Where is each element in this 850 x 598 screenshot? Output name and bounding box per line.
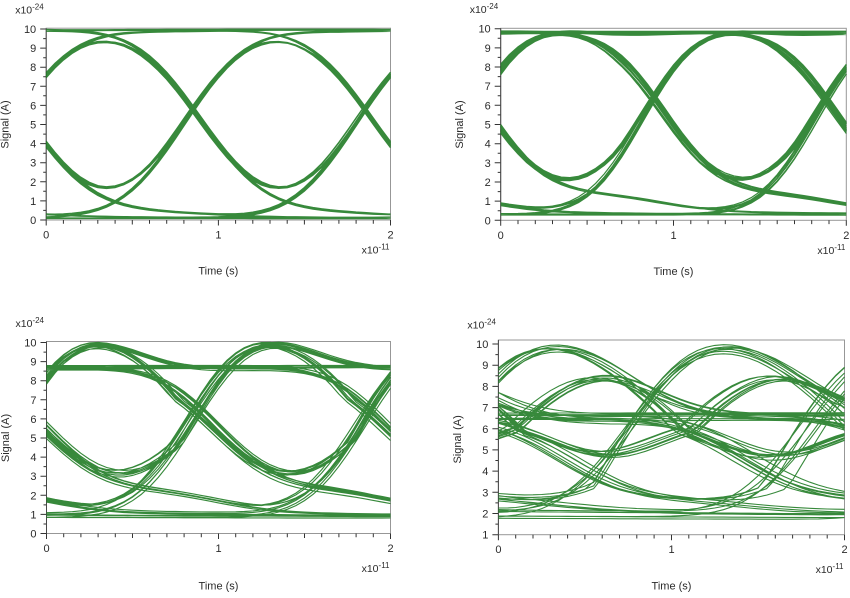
svg-text:1: 1 <box>668 544 674 556</box>
svg-text:1: 1 <box>485 196 491 208</box>
svg-text:0: 0 <box>498 230 504 242</box>
svg-text:1: 1 <box>670 230 676 242</box>
svg-text:2: 2 <box>841 544 847 556</box>
svg-text:2: 2 <box>843 230 849 242</box>
svg-text:x10-24: x10-24 <box>15 3 44 17</box>
svg-text:8: 8 <box>485 62 491 74</box>
svg-text:x10-11: x10-11 <box>816 562 844 576</box>
svg-text:5: 5 <box>485 120 491 132</box>
svg-text:0: 0 <box>485 215 491 227</box>
svg-text:1: 1 <box>215 543 221 555</box>
svg-text:x10-24: x10-24 <box>470 2 499 16</box>
svg-text:9: 9 <box>482 360 488 372</box>
svg-text:5: 5 <box>30 433 36 445</box>
svg-text:3: 3 <box>30 471 36 483</box>
svg-text:0: 0 <box>30 529 36 541</box>
svg-text:2: 2 <box>387 543 393 555</box>
svg-text:x10-24: x10-24 <box>16 316 45 330</box>
svg-text:4: 4 <box>485 139 491 151</box>
svg-text:4: 4 <box>30 452 36 464</box>
svg-text:1: 1 <box>482 530 488 542</box>
svg-text:3: 3 <box>485 158 491 170</box>
svg-text:x10-24: x10-24 <box>467 318 496 332</box>
svg-text:3: 3 <box>482 487 488 499</box>
svg-text:x10-11: x10-11 <box>362 561 390 575</box>
svg-text:10: 10 <box>24 338 36 350</box>
svg-text:6: 6 <box>30 414 36 426</box>
svg-text:0: 0 <box>43 543 49 555</box>
svg-text:0: 0 <box>43 230 49 242</box>
svg-text:7: 7 <box>30 81 36 93</box>
svg-text:5: 5 <box>30 120 36 132</box>
svg-text:8: 8 <box>30 62 36 74</box>
svg-text:2: 2 <box>30 177 36 189</box>
svg-text:x10-11: x10-11 <box>362 243 390 257</box>
svg-text:8: 8 <box>482 381 488 393</box>
svg-text:Time (s): Time (s) <box>652 581 692 593</box>
svg-text:2: 2 <box>485 177 491 189</box>
svg-text:Signal (A): Signal (A) <box>454 100 466 148</box>
svg-text:0: 0 <box>30 215 36 227</box>
svg-text:10: 10 <box>24 24 36 36</box>
svg-text:x10-11: x10-11 <box>817 243 845 257</box>
svg-text:10: 10 <box>476 339 488 351</box>
svg-text:Signal (A): Signal (A) <box>0 414 12 462</box>
svg-text:5: 5 <box>482 445 488 457</box>
svg-text:Time (s): Time (s) <box>198 266 238 278</box>
svg-text:9: 9 <box>30 43 36 55</box>
svg-text:8: 8 <box>30 376 36 388</box>
svg-text:2: 2 <box>30 490 36 502</box>
svg-text:Time (s): Time (s) <box>654 266 694 278</box>
svg-text:2: 2 <box>482 509 488 521</box>
svg-text:9: 9 <box>30 357 36 369</box>
svg-text:10: 10 <box>478 24 490 36</box>
svg-text:9: 9 <box>485 43 491 55</box>
svg-text:2: 2 <box>387 230 393 242</box>
svg-text:4: 4 <box>30 139 36 151</box>
svg-text:0: 0 <box>495 544 501 556</box>
svg-text:6: 6 <box>485 100 491 112</box>
svg-text:1: 1 <box>215 230 221 242</box>
svg-text:Signal (A): Signal (A) <box>452 415 464 463</box>
svg-text:1: 1 <box>30 196 36 208</box>
svg-text:4: 4 <box>482 466 488 478</box>
svg-text:7: 7 <box>482 403 488 415</box>
svg-text:Signal (A): Signal (A) <box>0 100 12 148</box>
svg-text:6: 6 <box>482 424 488 436</box>
svg-text:Time (s): Time (s) <box>199 581 239 593</box>
svg-text:1: 1 <box>30 509 36 521</box>
svg-text:7: 7 <box>485 81 491 93</box>
svg-text:3: 3 <box>30 158 36 170</box>
svg-text:6: 6 <box>30 100 36 112</box>
svg-text:7: 7 <box>30 395 36 407</box>
